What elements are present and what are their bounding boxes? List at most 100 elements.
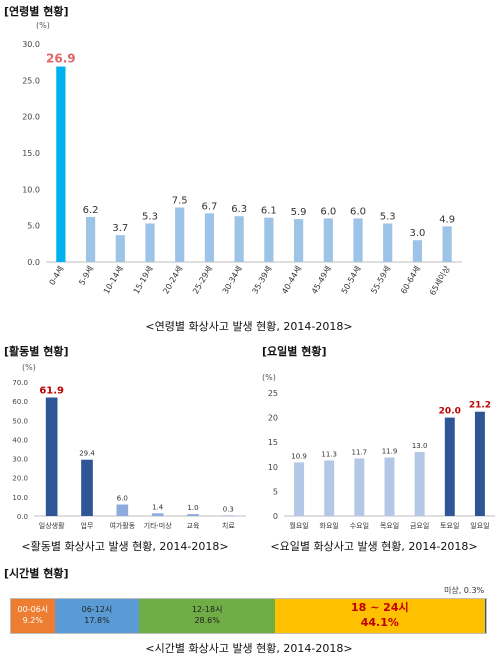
age-ytick: 5.0 (27, 222, 40, 231)
age-category-label: 10-14세 (102, 265, 125, 296)
age-bar (204, 213, 215, 262)
weekday-value-label: 11.3 (321, 450, 337, 458)
time-segment-0612-label: 06-12시 (81, 605, 113, 615)
weekday-category-label: 화요일 (320, 521, 339, 530)
activity-chart-caption: <활동별 화상사고 발생 현황, 2014-2018> (21, 540, 229, 553)
weekday-ylabel: (%) (262, 373, 276, 382)
weekday-ytick: 25 (268, 389, 278, 398)
time-segment-1824-label: 18 ~ 24시 (351, 601, 409, 615)
activity-category-label: 일상생활 (39, 521, 65, 530)
age-value-label: 6.0 (350, 206, 366, 217)
weekday-category-label: 수요일 (350, 521, 369, 530)
time-segment-unknown (484, 599, 486, 633)
age-bar (293, 219, 304, 262)
age-value-label: 3.0 (409, 228, 425, 239)
weekday-bar (474, 411, 485, 516)
time-segment-1824: 18 ~ 24시 44.1% (275, 599, 485, 633)
time-segment-0612-value: 17.8% (84, 616, 110, 625)
weekday-bar (414, 452, 425, 516)
time-chart-caption: <시간별 화상사고 발생 현황, 2014-2018> (145, 642, 353, 655)
activity-bar (222, 515, 235, 516)
weekday-ytick: 10 (268, 463, 278, 472)
time-segment-0612: 06-12시 17.8% (54, 599, 140, 633)
age-value-label: 7.5 (172, 196, 188, 207)
activity-bar (151, 513, 164, 516)
age-bar-chart: (%) 0.0 5.0 10.0 15.0 20.0 25.0 30.0 26.9 0-4세 6.2… (22, 21, 462, 297)
activity-bar-chart: (%) 0.0 10.0 20.0 30.0 40.0 50.0 60.0 70.0 61.9 일상… (12, 363, 246, 530)
age-bar (145, 223, 155, 262)
age-value-label: 6.3 (231, 204, 247, 215)
age-category-label: 65세이상 (427, 263, 452, 296)
age-ytick: 10.0 (22, 185, 40, 194)
activity-ytick: 40.0 (12, 436, 28, 444)
weekday-value-label: 20.0 (439, 407, 461, 417)
age-bar (234, 216, 244, 262)
weekday-ytick: 0 (273, 512, 278, 521)
weekday-ytick: 20 (268, 414, 278, 423)
age-bar (353, 218, 363, 262)
time-segment-1218-label: 12-18시 (191, 605, 223, 615)
age-category-label: 20-24세 (161, 265, 184, 296)
time-segment-0006-label: 00-06시 (17, 605, 49, 615)
age-category-label: 0-4세 (48, 265, 66, 287)
age-category-label: 35-39세 (250, 265, 273, 296)
age-value-label: 3.7 (112, 223, 128, 234)
activity-ytick: 50.0 (12, 417, 28, 425)
time-stacked-bar: 00-06시 9.2% 06-12시 17.8% 12-18시 28.6% 18… (10, 598, 487, 634)
activity-ytick: 70.0 (12, 379, 28, 387)
age-value-label: 4.9 (439, 214, 455, 225)
weekday-category-label: 월요일 (289, 521, 308, 530)
age-ytick: 0.0 (27, 258, 40, 267)
time-segment-0006-value: 9.2% (22, 616, 43, 625)
age-value-label: 26.9 (46, 52, 76, 66)
weekday-value-label: 11.9 (382, 447, 398, 455)
time-segment-1218: 12-18시 28.6% (139, 599, 276, 633)
age-bar (85, 216, 96, 262)
weekday-bar (444, 417, 455, 516)
weekday-chart-caption: <요일별 화상사고 발생 현황, 2014-2018> (270, 540, 478, 553)
weekday-value-label: 21.2 (469, 401, 491, 411)
age-category-label: 50-54세 (340, 265, 363, 296)
age-category-label: 5-9세 (77, 265, 95, 287)
time-minor-label: 미상, 0.3% (444, 586, 485, 595)
age-category-label: 55-59세 (369, 265, 392, 296)
age-category-label: 25-29세 (191, 265, 214, 296)
age-category-label: 40-44세 (280, 265, 303, 296)
activity-value-label: 0.3 (223, 505, 234, 513)
time-segment-1824-value: 44.1% (360, 616, 399, 629)
age-section-title: [연령별 현황] (4, 5, 69, 18)
activity-ytick: 30.0 (12, 456, 28, 464)
activity-bar (81, 459, 93, 516)
age-bar (175, 207, 185, 262)
activity-section-title: [활동별 현황] (4, 345, 69, 358)
weekday-bar (324, 460, 335, 516)
activity-ytick: 20.0 (12, 475, 28, 483)
age-bar (323, 218, 333, 262)
weekday-bar-chart: (%) 0 5 10 15 20 25 10.9 월요일 11.3 화요일 11.7 수요일 11.9 목요… (262, 373, 495, 530)
activity-ylabel: (%) (22, 363, 36, 372)
activity-value-label: 61.9 (39, 386, 64, 397)
activity-category-label: 업무 (81, 522, 94, 530)
time-segment-1218-value: 28.6% (194, 616, 220, 625)
age-bar (115, 235, 125, 262)
weekday-ytick: 15 (268, 438, 278, 447)
weekday-category-label: 목요일 (380, 521, 399, 530)
activity-value-label: 1.0 (187, 504, 198, 512)
weekday-bar (294, 462, 305, 516)
activity-value-label: 6.0 (117, 495, 128, 503)
age-ytick: 15.0 (22, 149, 40, 158)
weekday-category-label: 일요일 (470, 521, 489, 530)
activity-ytick: 60.0 (12, 398, 28, 406)
age-value-label: 5.3 (380, 211, 396, 222)
age-bar (264, 217, 274, 262)
age-ytick: 25.0 (22, 76, 40, 85)
time-section-title: [시간별 현황] (4, 567, 69, 580)
age-ytick: 20.0 (22, 113, 40, 122)
age-bar (56, 66, 66, 262)
activity-bar (45, 397, 58, 516)
age-category-label: 60-64세 (399, 265, 422, 296)
age-value-label: 6.0 (320, 206, 336, 217)
weekday-bar (384, 457, 395, 516)
age-value-label: 5.3 (142, 211, 158, 222)
age-ytick: 30.0 (22, 40, 40, 49)
